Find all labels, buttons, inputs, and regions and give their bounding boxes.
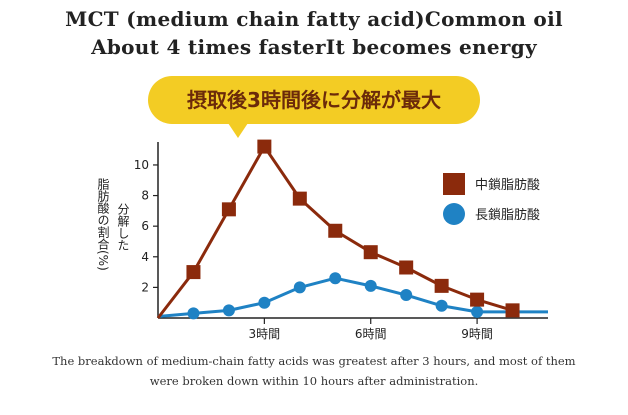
y-axis-label-col-1: 分解した (116, 203, 130, 251)
mct-data-point (505, 303, 520, 318)
mct-data-point (363, 245, 378, 260)
chart-axes (157, 142, 548, 319)
lct-data-point (471, 305, 484, 318)
callout-bubble: 摂取後3時間後に分解が最大 (148, 76, 480, 138)
y-axis-label-col-2: 脂肪酸の割合(%) (96, 177, 110, 271)
legend-label-mct: 中鎖脂肪酸 (475, 177, 540, 193)
y-tick-label: 2 (141, 280, 149, 294)
x-tick-label: 9時間 (461, 327, 493, 341)
caption-line-1: The breakdown of medium-chain fatty acid… (52, 354, 576, 368)
mct-data-point (399, 260, 414, 275)
legend-swatch-lct (443, 203, 465, 225)
mct-data-point (292, 191, 307, 206)
callout-pointer (228, 123, 248, 138)
legend-swatch-mct (443, 173, 465, 195)
mct-data-point (257, 139, 272, 154)
mct-data-point (470, 292, 485, 307)
mct-data-point (434, 278, 449, 293)
lct-data-point (400, 289, 413, 302)
lct-data-point (187, 307, 200, 320)
caption-line-2: were broken down within 10 hours after a… (149, 374, 479, 388)
callout-background (148, 76, 480, 124)
series-lines (156, 145, 548, 319)
mct-data-point (186, 265, 201, 280)
lct-data-point (258, 296, 271, 309)
chart-title-line-2: About 4 times fasterIt becomes energy (91, 35, 537, 59)
y-tick-label: 10 (134, 158, 149, 172)
lct-data-point (222, 304, 235, 317)
series-markers (186, 139, 520, 320)
y-tick-label: 4 (141, 250, 149, 264)
series-line-lct (157, 276, 548, 318)
chart-title-line-1: MCT (medium chain fatty acid)Common oil (65, 7, 563, 31)
lct-data-point (435, 299, 448, 312)
x-ticks: 3時間 6時間 9時間 (249, 318, 493, 341)
lct-data-point (364, 279, 377, 292)
y-tick-label: 6 (141, 219, 149, 233)
callout-text: 摂取後3時間後に分解が最大 (187, 88, 441, 112)
mct-data-point (221, 202, 236, 217)
y-ticks: 2 4 6 8 10 (134, 158, 158, 294)
x-tick-label: 6時間 (355, 327, 387, 341)
legend-label-lct: 長鎖脂肪酸 (475, 207, 540, 223)
lct-data-point (293, 281, 306, 294)
mct-data-point (328, 223, 343, 238)
y-tick-label: 8 (141, 189, 149, 203)
x-tick-label: 3時間 (249, 327, 281, 341)
lct-data-point (329, 272, 342, 285)
